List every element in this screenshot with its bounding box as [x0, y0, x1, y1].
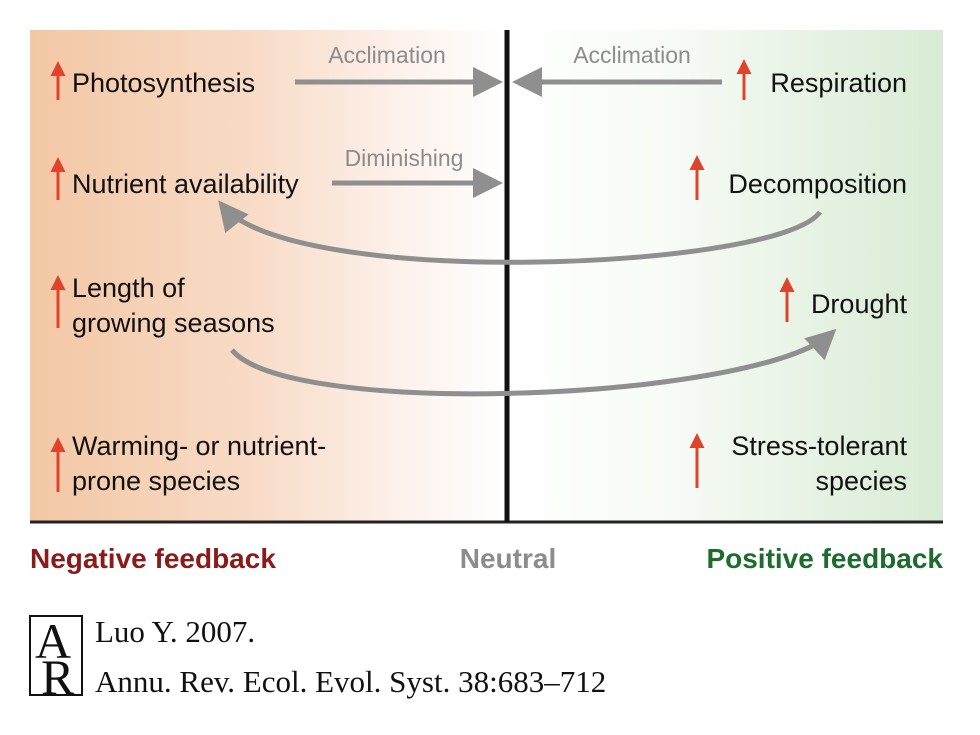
stress-species-label-line1: Stress-tolerant — [731, 431, 907, 461]
svg-text:R: R — [41, 649, 75, 705]
growing-season-label-line1: Length of — [72, 273, 185, 303]
negative-feedback-label: Negative feedback — [30, 543, 276, 574]
citation-journal: Annu. Rev. Ecol. Evol. Syst. 38:683–712 — [95, 664, 606, 699]
citation-author: Luo Y. 2007. — [95, 614, 255, 649]
acclimation-left-label: Acclimation — [328, 42, 446, 68]
positive-feedback-label: Positive feedback — [706, 543, 943, 574]
warming-species-label-line2: prone species — [72, 466, 240, 496]
stress-species-label-line2: species — [815, 466, 907, 496]
neutral-label: Neutral — [460, 543, 556, 574]
decomposition-curve-arrow — [218, 200, 823, 265]
acclimation-right-label: Acclimation — [573, 42, 691, 68]
panel-background — [30, 30, 943, 522]
drought-curve-arrow — [230, 328, 837, 397]
svg-text:A: A — [35, 613, 71, 669]
growing-season-label-line2: growing seasons — [72, 308, 275, 338]
warming-species-label-line1: Warming- or nutrient- — [72, 431, 326, 461]
decomposition-label: Decomposition — [728, 169, 907, 199]
annual-reviews-logo: A R — [29, 613, 83, 705]
diminishing-label: Diminishing — [345, 145, 464, 171]
drought-label: Drought — [811, 289, 908, 319]
nutrient-availability-label: Nutrient availability — [72, 169, 299, 199]
photosynthesis-label: Photosynthesis — [72, 68, 255, 98]
respiration-label: Respiration — [770, 68, 907, 98]
